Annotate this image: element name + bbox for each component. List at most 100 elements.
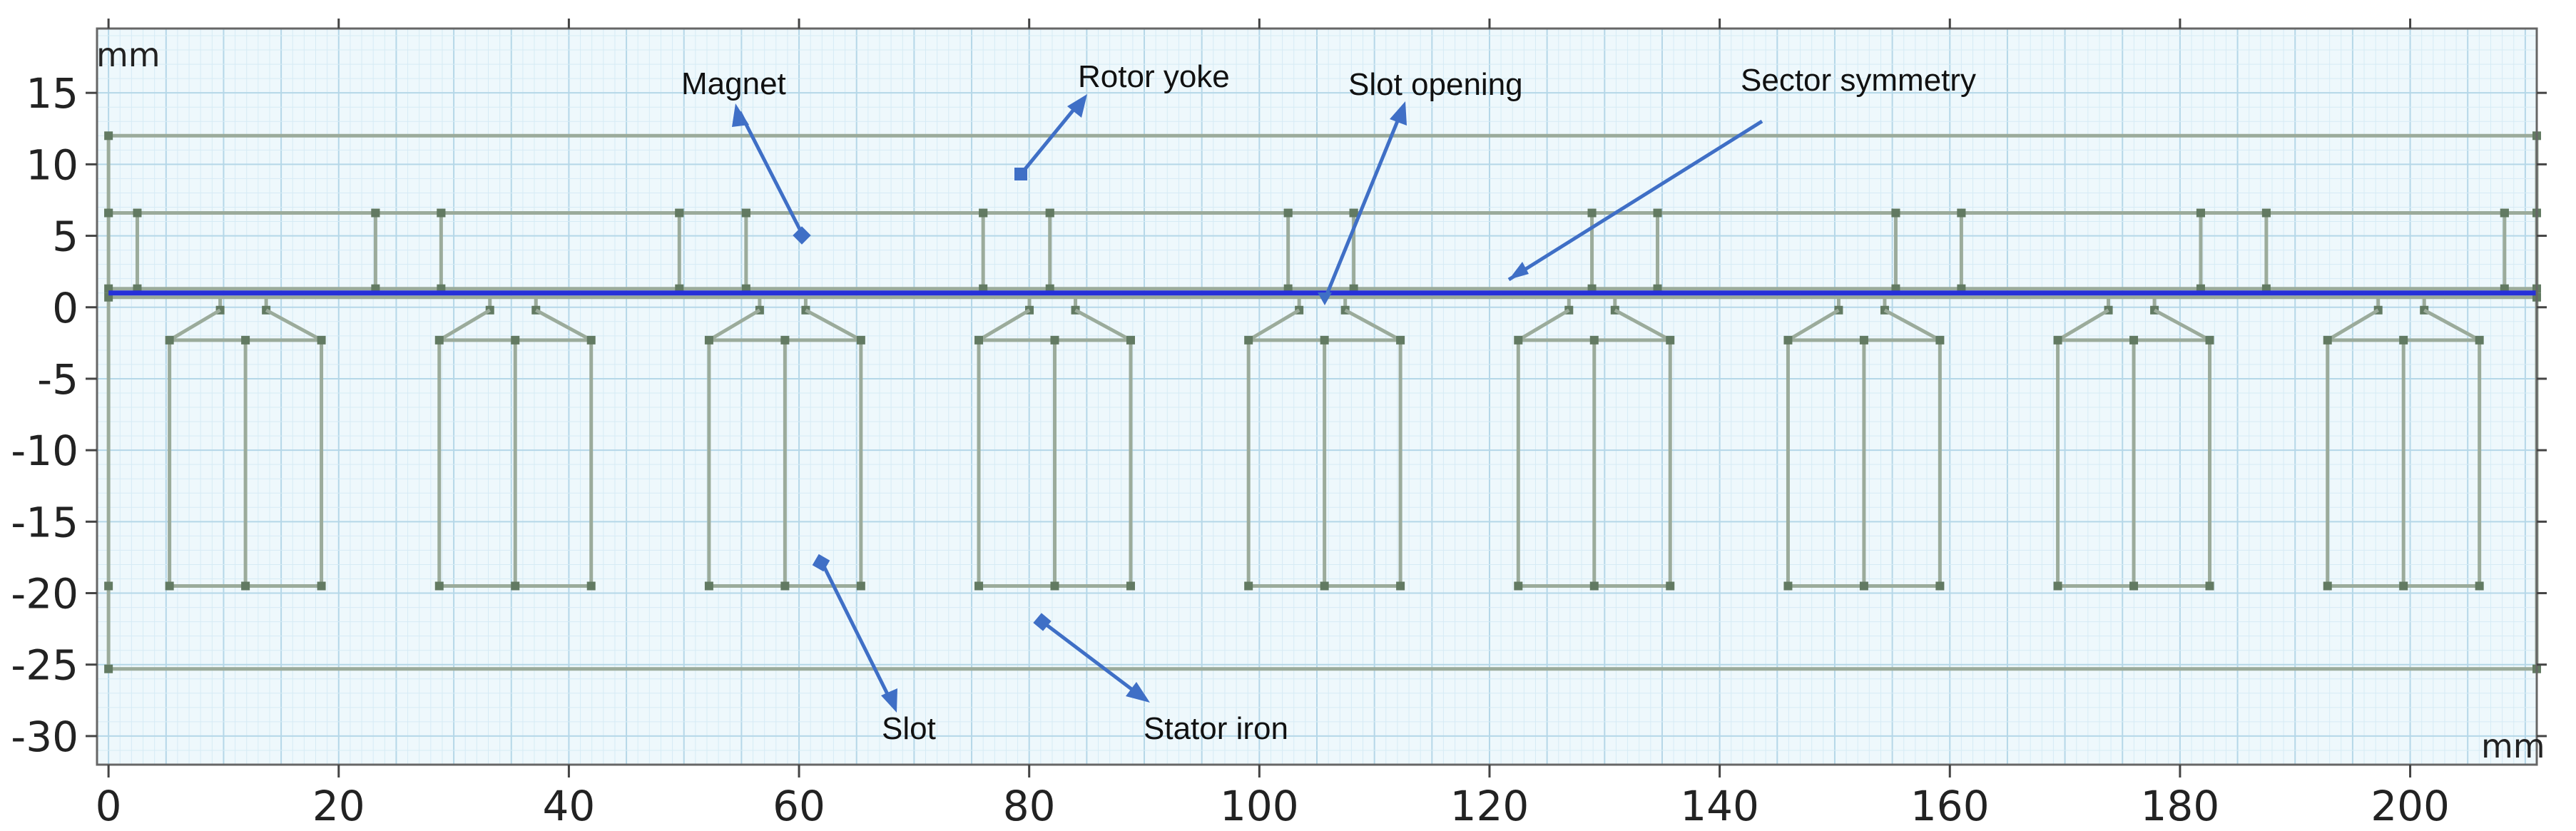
- rotor-yoke-arrow: [1020, 101, 1081, 175]
- slot-opening-label: Slot opening: [1348, 67, 1523, 102]
- geometry-vertex: [1349, 208, 1358, 218]
- geometry-vertex: [104, 208, 113, 218]
- slot-arrow: [820, 562, 894, 704]
- geometry-vertex: [1320, 581, 1329, 591]
- rotor-yoke-arrowhead: [1067, 94, 1087, 118]
- geometry-vertex: [1126, 581, 1135, 591]
- geometry-vertex: [511, 335, 520, 345]
- geometry-vertex: [1320, 335, 1329, 345]
- geometry-vertex: [165, 581, 174, 591]
- geometry-vertex: [1589, 581, 1599, 591]
- grid: [96, 29, 2537, 765]
- rotor-yoke-label: Rotor yoke: [1078, 59, 1230, 94]
- geometry-vertex: [2475, 335, 2484, 345]
- geometry-vertex: [856, 335, 865, 345]
- geometry-vertex: [1653, 208, 1662, 218]
- y-tick-label: -20: [11, 570, 78, 618]
- geometry-vertex: [1050, 581, 1059, 591]
- geometry-edge: [2153, 308, 2211, 342]
- stator-iron-label: Stator iron: [1144, 711, 1288, 746]
- y-tick-label: 10: [26, 141, 78, 189]
- geometry-edge: [2423, 308, 2480, 342]
- slot-opening-arrow: [1323, 110, 1404, 300]
- geometry-vertex: [1514, 581, 1523, 591]
- geometry-vertex: [780, 335, 790, 345]
- geometry-edge: [1344, 308, 1402, 342]
- sector-symmetry-arrowhead: [1509, 262, 1529, 280]
- geometry-vertex: [1891, 208, 1900, 218]
- geometry-vertex: [2475, 581, 2484, 591]
- magnet-arrowhead: [732, 103, 749, 127]
- geometry-vertex: [675, 208, 684, 218]
- stator-iron-anchor: [1033, 613, 1052, 631]
- geometry-edge: [708, 308, 761, 342]
- geometry-vertex: [1396, 581, 1405, 591]
- geometry-vertex: [1126, 335, 1135, 345]
- slot-label: Slot: [882, 711, 936, 746]
- y-tick-label: -25: [11, 641, 78, 690]
- geometry-vertex: [2053, 581, 2062, 591]
- geometry-vertex: [104, 581, 113, 591]
- geometry-vertex: [2129, 335, 2139, 345]
- geometry-edge: [2057, 308, 2109, 342]
- geometry-vertex: [704, 335, 713, 345]
- geometry-vertex: [1783, 335, 1793, 345]
- slot-opening-arrowhead: [1390, 101, 1407, 126]
- geometry-vertex: [434, 335, 444, 345]
- geometry-vertex: [371, 208, 380, 218]
- y-tick-label: 15: [26, 69, 78, 118]
- geometry-vertex: [1587, 208, 1597, 218]
- geometry-edge: [977, 308, 1031, 342]
- x-tick-label: 200: [2371, 782, 2450, 830]
- geometry-vertex: [741, 208, 750, 218]
- geometry-vertex: [241, 581, 250, 591]
- x-tick-label: 180: [2141, 782, 2220, 830]
- geometry-edge: [265, 308, 322, 342]
- x-unit-label: mm: [2481, 727, 2545, 765]
- geometry-vertex: [1783, 581, 1793, 591]
- geometry-vertex: [1244, 581, 1253, 591]
- x-tick-label: 80: [1003, 782, 1056, 830]
- geometry-edge: [1883, 308, 1941, 342]
- geometry-edge: [1517, 308, 1570, 342]
- geometry-vertex: [1244, 335, 1253, 345]
- geometry-vertex: [856, 581, 865, 591]
- sector-symmetry-label: Sector symmetry: [1741, 63, 1976, 98]
- geometry-vertex: [1045, 208, 1054, 218]
- geometry-vertex: [2205, 581, 2214, 591]
- x-tick-label: 120: [1450, 782, 1529, 830]
- geometry-vertex: [2323, 335, 2332, 345]
- geometry-vertex: [974, 581, 984, 591]
- y-tick-label: -15: [11, 498, 78, 546]
- geometry-vertex: [165, 335, 174, 345]
- geometry-edge: [1614, 308, 1671, 342]
- x-tick-label: 20: [312, 782, 365, 830]
- stator-iron-arrow: [1042, 621, 1141, 697]
- x-tick-label: 140: [1680, 782, 1759, 830]
- geometry-vertex: [2399, 335, 2408, 345]
- geometry-edge: [535, 308, 592, 342]
- geometry-vertex: [1957, 208, 1966, 218]
- geometry-vertex: [437, 208, 446, 218]
- geometry-vertex: [133, 208, 142, 218]
- geometry-vertex: [974, 335, 984, 345]
- geometry-vertex: [104, 131, 113, 141]
- geometry-vertex: [2196, 208, 2205, 218]
- y-tick-label: -30: [11, 713, 78, 761]
- geometry-vertex: [1396, 335, 1405, 345]
- geometry-vertex: [434, 581, 444, 591]
- sector-symmetry-arrow: [1507, 119, 1763, 282]
- x-tick-label: 60: [773, 782, 825, 830]
- geometry-vertex: [704, 581, 713, 591]
- geometry-vertex: [1935, 335, 1945, 345]
- geometry-vertex: [1859, 581, 1868, 591]
- geometry-vertex: [104, 664, 113, 673]
- magnet-arrow: [738, 111, 806, 239]
- plot-frame: [96, 27, 2538, 766]
- slot-opening-anchor: [1318, 292, 1332, 305]
- y-tick-label: 0: [52, 284, 78, 332]
- geometry-edge: [2326, 308, 2379, 342]
- y-unit-label: mm: [96, 36, 161, 74]
- magnet-label: Magnet: [681, 66, 786, 101]
- geometry-vertex: [1859, 335, 1868, 345]
